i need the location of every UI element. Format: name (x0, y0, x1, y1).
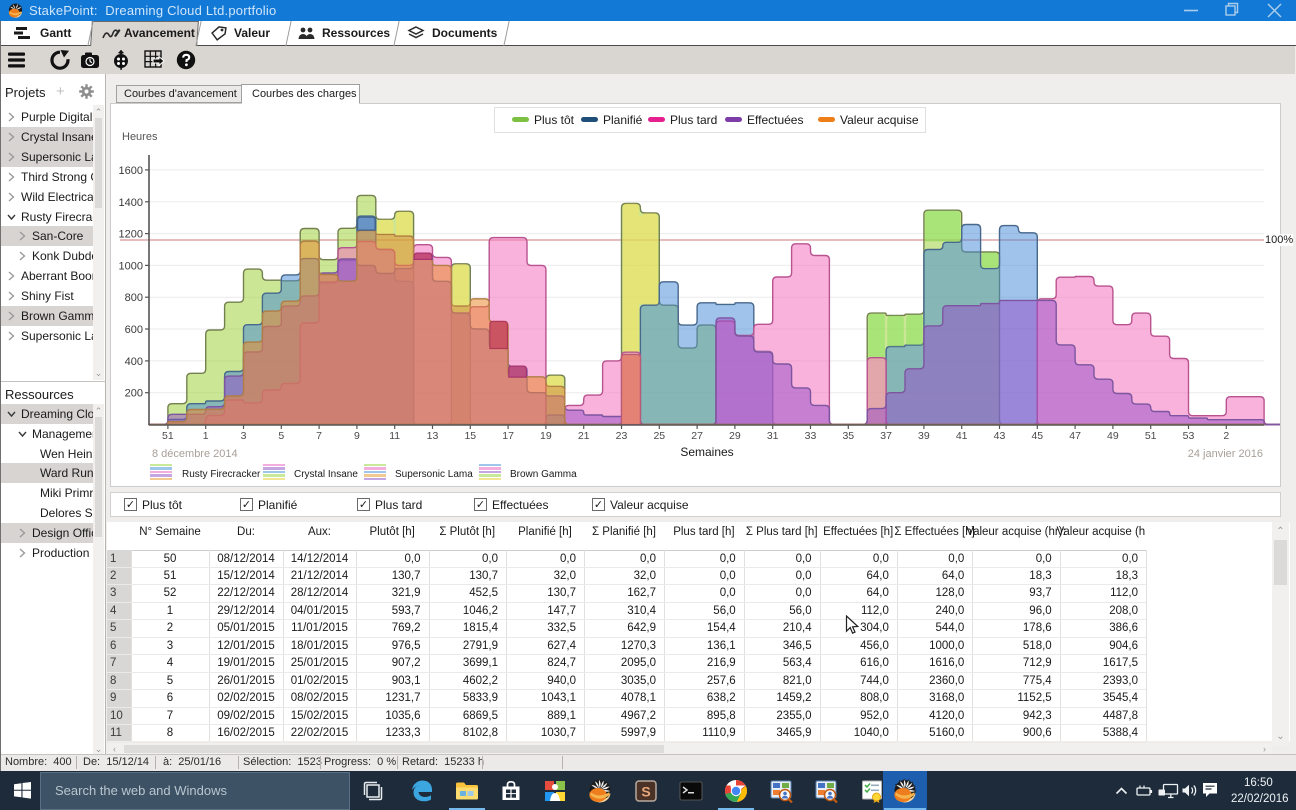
svg-text:5: 5 (278, 430, 284, 442)
svg-text:43: 43 (994, 430, 1006, 442)
svg-text:1600: 1600 (119, 165, 143, 177)
svg-text:45: 45 (1031, 430, 1043, 442)
svg-text:33: 33 (805, 430, 817, 442)
svg-text:1: 1 (203, 430, 209, 442)
svg-text:7: 7 (316, 430, 322, 442)
svg-text:49: 49 (1107, 430, 1119, 442)
svg-text:19: 19 (540, 430, 552, 442)
svg-text:1200: 1200 (119, 229, 143, 241)
svg-text:35: 35 (842, 430, 854, 442)
svg-text:800: 800 (125, 292, 143, 304)
svg-text:47: 47 (1069, 430, 1081, 442)
svg-text:11: 11 (389, 430, 400, 442)
svg-text:400: 400 (125, 356, 143, 368)
svg-text:15: 15 (464, 430, 476, 442)
svg-text:2: 2 (1223, 430, 1229, 442)
svg-text:1000: 1000 (119, 260, 143, 272)
svg-text:9: 9 (354, 430, 360, 442)
svg-text:51: 51 (1145, 430, 1157, 442)
svg-text:1400: 1400 (119, 197, 143, 209)
svg-text:600: 600 (125, 324, 143, 336)
svg-text:Heures: Heures (122, 131, 158, 143)
svg-text:37: 37 (880, 430, 892, 442)
svg-text:3: 3 (241, 430, 247, 442)
svg-text:27: 27 (691, 430, 703, 442)
svg-text:200: 200 (125, 388, 143, 400)
svg-text:25: 25 (653, 430, 665, 442)
svg-text:23: 23 (616, 430, 628, 442)
svg-text:Semaines: Semaines (680, 445, 733, 459)
svg-text:13: 13 (427, 430, 439, 442)
svg-text:39: 39 (918, 430, 930, 442)
svg-text:S: S (641, 784, 650, 800)
svg-text:41: 41 (956, 430, 968, 442)
svg-text:31: 31 (767, 430, 779, 442)
svg-text:21: 21 (578, 430, 590, 442)
svg-text:8 décembre 2014: 8 décembre 2014 (152, 448, 238, 460)
svg-text:17: 17 (502, 430, 514, 442)
svg-text:53: 53 (1183, 430, 1195, 442)
svg-text:51: 51 (162, 430, 174, 442)
svg-text:29: 29 (729, 430, 741, 442)
svg-text:24 janvier 2016: 24 janvier 2016 (1188, 448, 1263, 460)
